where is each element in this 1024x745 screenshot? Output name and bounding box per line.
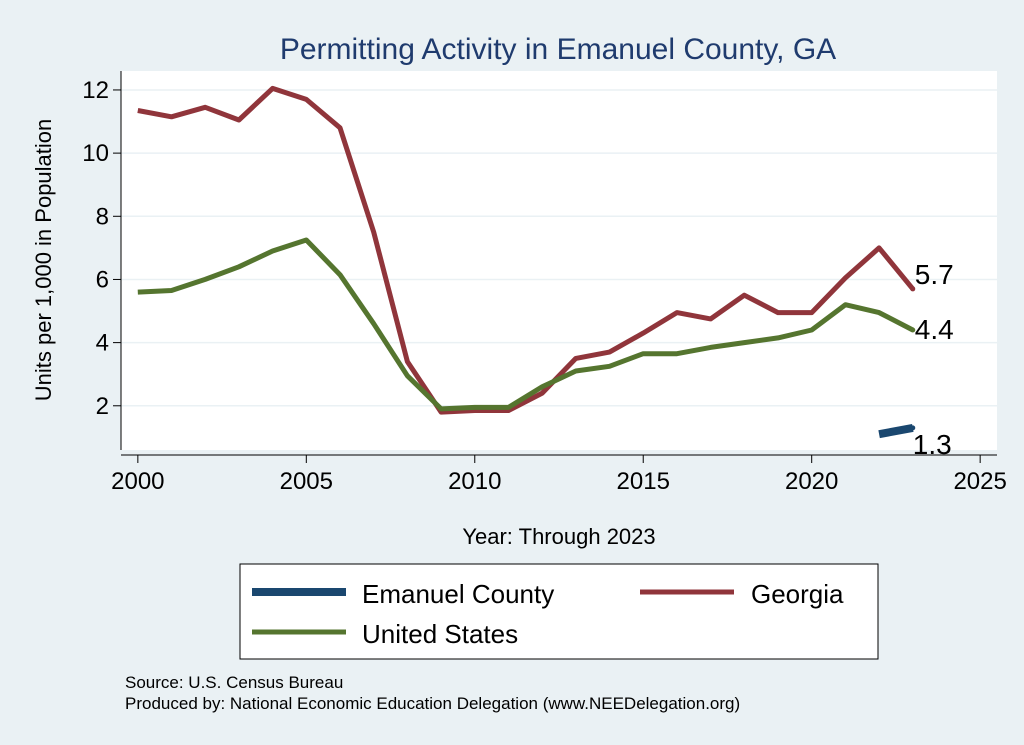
legend-label-emanuel-county: Emanuel County bbox=[362, 579, 554, 609]
end-label-united-states: 4.4 bbox=[915, 314, 954, 345]
x-tick-label: 2015 bbox=[617, 468, 670, 495]
series-line-georgia bbox=[137, 85, 915, 415]
y-tick-label: 10 bbox=[82, 140, 109, 167]
series-endpoint-united-states bbox=[910, 327, 916, 333]
series-line-emanuel-county bbox=[878, 423, 914, 439]
series-endpoint-emanuel-county bbox=[910, 425, 916, 431]
legend-box bbox=[239, 563, 879, 660]
legend-label-united-states: United States bbox=[362, 619, 518, 649]
series-line-united-states bbox=[137, 237, 914, 412]
x-tick-label: 2020 bbox=[785, 468, 838, 495]
y-axis-label: Units per 1,000 in Population bbox=[31, 119, 56, 402]
x-tick-label: 2010 bbox=[448, 468, 501, 495]
source-note: Source: U.S. Census Bureau bbox=[125, 673, 343, 692]
plot-background bbox=[121, 71, 997, 450]
y-tick-label: 6 bbox=[96, 266, 109, 293]
y-tick-label: 4 bbox=[96, 330, 109, 357]
producer-note: Produced by: National Economic Education… bbox=[125, 694, 740, 713]
end-label-emanuel-county: 1.3 bbox=[913, 429, 952, 460]
series-endpoint-georgia bbox=[910, 286, 916, 292]
chart-title: Permitting Activity in Emanuel County, G… bbox=[280, 33, 836, 66]
end-label-georgia: 5.7 bbox=[915, 259, 954, 290]
x-tick-label: 2000 bbox=[111, 468, 164, 495]
legend: Emanuel County Georgia United States bbox=[239, 563, 879, 660]
legend-label-georgia: Georgia bbox=[751, 579, 844, 609]
x-tick-label: 2025 bbox=[953, 468, 1006, 495]
y-tick-label: 12 bbox=[82, 77, 109, 104]
y-tick-label: 2 bbox=[96, 393, 109, 420]
y-tick-label: 8 bbox=[96, 203, 109, 230]
x-axis-label: Year: Through 2023 bbox=[462, 524, 655, 549]
x-tick-label: 2005 bbox=[280, 468, 333, 495]
plot-area: 2 4 6 8 10 12 2000 2005 2010 2015 2020 2025 1.3 5.7… bbox=[82, 71, 1007, 495]
